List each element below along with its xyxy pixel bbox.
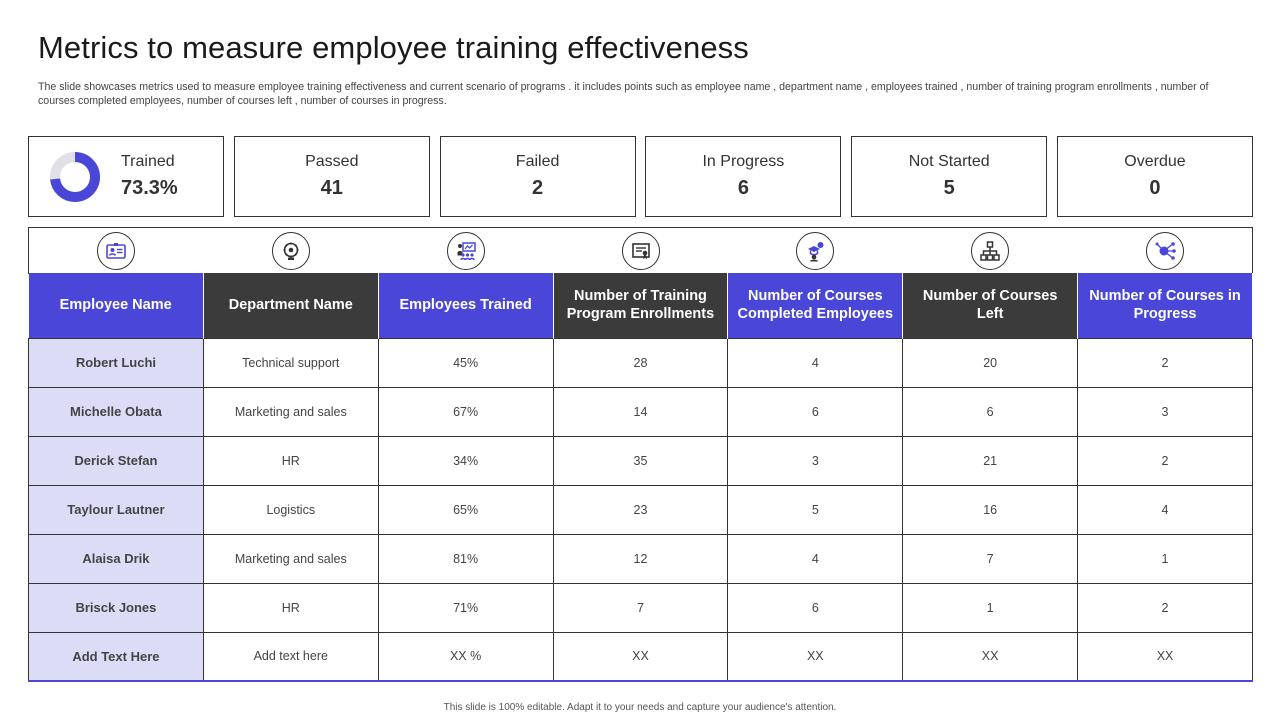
cell-department: Add text here — [202, 631, 379, 682]
col-courses-in-progress: Number of Courses in Progress — [1077, 273, 1253, 338]
brain-gear-icon — [272, 232, 311, 270]
cell-trained: 81% — [377, 533, 554, 584]
cell-trained: 65% — [377, 484, 554, 535]
cell-completed: 3 — [727, 435, 904, 486]
stat-failed-label: Failed — [515, 153, 560, 170]
column-icon-row — [28, 227, 1253, 274]
col-courses-completed: Number of Courses Completed Employees — [727, 273, 904, 338]
cell-department: Logistics — [202, 484, 379, 535]
cell-left: 16 — [902, 484, 1079, 535]
org-chart-icon — [970, 232, 1009, 270]
table-row: Brisck Jones HR 71% 7 6 1 2 — [28, 582, 1253, 633]
cell-department: HR — [202, 435, 379, 486]
stat-in-progress-label: In Progress — [702, 153, 785, 170]
cell-left: 1 — [902, 582, 1079, 633]
cell-completed: XX — [727, 631, 904, 682]
cell-enrollments: 12 — [552, 533, 729, 584]
cell-enrollments: XX — [552, 631, 729, 682]
cell-department: HR — [202, 582, 379, 633]
cell-trained: 71% — [377, 582, 554, 633]
cell-left: 7 — [902, 533, 1079, 584]
stat-failed-value: 2 — [532, 177, 544, 199]
cell-department: Marketing and sales — [202, 533, 379, 584]
cell-in-progress: 2 — [1077, 582, 1253, 633]
cell-completed: 6 — [727, 386, 904, 437]
stat-in-progress-value: 6 — [737, 177, 749, 199]
graduate-chat-icon — [796, 232, 835, 270]
stat-trained-label: Trained — [121, 153, 175, 170]
col-courses-left: Number of Courses Left — [902, 273, 1079, 338]
table-row: Michelle Obata Marketing and sales 67% 1… — [28, 386, 1253, 437]
metrics-table: Employee Name Department Name Employees … — [28, 273, 1253, 682]
cell-enrollments: 23 — [552, 484, 729, 535]
table-row: Derick Stefan HR 34% 35 3 21 2 — [28, 435, 1253, 486]
stat-overdue-value: 0 — [1149, 177, 1161, 199]
cell-employee-name: Alaisa Drik — [28, 533, 204, 584]
cell-employee-name: Brisck Jones — [28, 582, 204, 633]
stat-passed: Passed 41 — [233, 136, 430, 217]
certificate-icon — [621, 232, 660, 270]
id-card-icon — [97, 232, 136, 270]
cell-trained: 67% — [377, 386, 554, 437]
cell-department: Technical support — [202, 337, 379, 388]
cell-employee-name: Derick Stefan — [28, 435, 204, 486]
stat-overdue-label: Overdue — [1124, 153, 1186, 170]
trained-donut-icon — [50, 151, 100, 202]
footer-note: This slide is 100% editable. Adapt it to… — [443, 702, 837, 713]
cell-employee-name: Michelle Obata — [28, 386, 204, 437]
cell-in-progress: 1 — [1077, 533, 1253, 584]
cell-trained: XX % — [377, 631, 554, 682]
col-employee-name: Employee Name — [28, 273, 204, 338]
table-header-row: Employee Name Department Name Employees … — [28, 273, 1253, 338]
col-department-name: Department Name — [203, 273, 379, 338]
cell-enrollments: 35 — [552, 435, 729, 486]
stat-not-started-label: Not Started — [908, 153, 990, 170]
cell-left: 20 — [902, 337, 1079, 388]
col-employees-trained: Employees Trained — [378, 273, 554, 338]
stat-overdue: Overdue 0 — [1056, 136, 1253, 217]
col-training-enrollments: Number of Training Program Enrollments — [553, 273, 729, 338]
stat-trained: Trained 73.3% — [28, 136, 224, 217]
stat-passed-label: Passed — [305, 153, 359, 170]
cell-in-progress: 4 — [1077, 484, 1253, 535]
table-row: Alaisa Drik Marketing and sales 81% 12 4… — [28, 533, 1253, 584]
table-row: Add Text Here Add text here XX % XX XX X… — [28, 631, 1253, 682]
stat-trained-value: 73.3% — [121, 177, 178, 199]
cell-left: XX — [902, 631, 1079, 682]
stat-not-started: Not Started 5 — [851, 136, 1048, 217]
cell-enrollments: 28 — [552, 337, 729, 388]
cell-completed: 4 — [727, 337, 904, 388]
cell-department: Marketing and sales — [202, 386, 379, 437]
cell-completed: 5 — [727, 484, 904, 535]
cell-in-progress: 3 — [1077, 386, 1253, 437]
cell-trained: 34% — [377, 435, 554, 486]
cell-left: 21 — [902, 435, 1079, 486]
cell-left: 6 — [902, 386, 1079, 437]
stat-passed-value: 41 — [320, 177, 343, 199]
cell-in-progress: 2 — [1077, 435, 1253, 486]
table-row: Robert Luchi Technical support 45% 28 4 … — [28, 337, 1253, 388]
page-subtitle: The slide showcases metrics used to meas… — [38, 81, 1209, 107]
cell-in-progress: XX — [1077, 631, 1253, 682]
network-icon — [1145, 232, 1184, 270]
cell-enrollments: 7 — [552, 582, 729, 633]
cell-employee-name: Robert Luchi — [28, 337, 204, 388]
cell-trained: 45% — [377, 337, 554, 388]
stat-failed: Failed 2 — [439, 136, 636, 217]
page-title: Metrics to measure employee training eff… — [38, 30, 749, 65]
cell-completed: 6 — [727, 582, 904, 633]
stat-not-started-value: 5 — [943, 177, 955, 199]
stats-row: Trained 73.3% Passed 41 Failed 2 In Prog… — [28, 136, 1253, 217]
table-row: Taylour Lautner Logistics 65% 23 5 16 4 — [28, 484, 1253, 535]
cell-enrollments: 14 — [552, 386, 729, 437]
cell-employee-name: Add Text Here — [28, 631, 204, 682]
cell-completed: 4 — [727, 533, 904, 584]
presentation-icon — [446, 232, 485, 270]
cell-employee-name: Taylour Lautner — [28, 484, 204, 535]
cell-in-progress: 2 — [1077, 337, 1253, 388]
stat-in-progress: In Progress 6 — [645, 136, 842, 217]
